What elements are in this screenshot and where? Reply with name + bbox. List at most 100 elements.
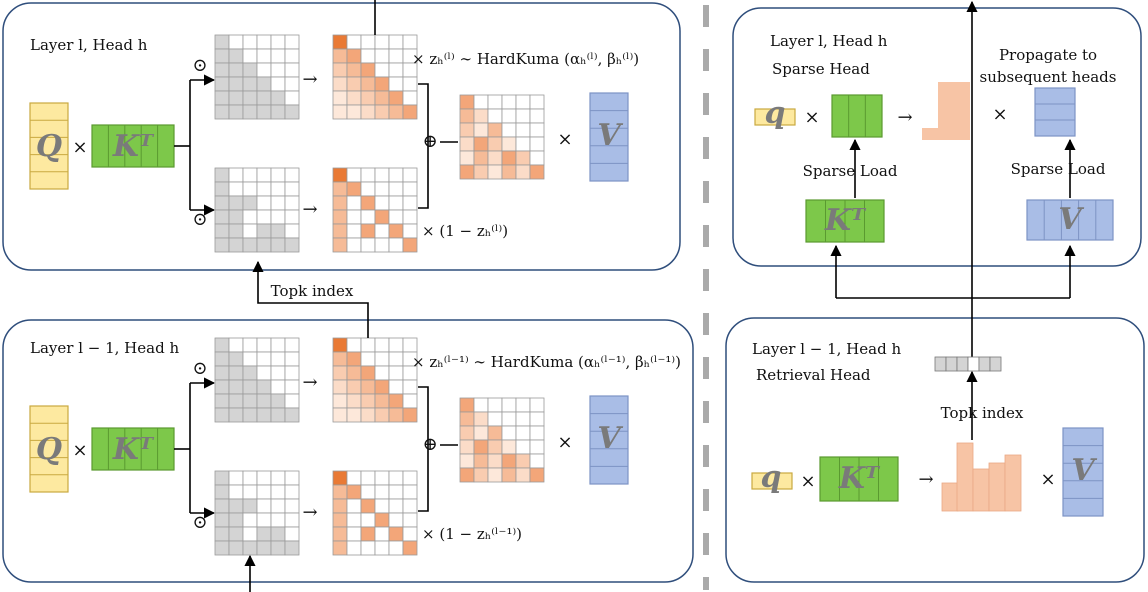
score-bar [941, 482, 959, 512]
attn-cell [402, 167, 418, 183]
attn-cell [402, 181, 418, 197]
mask-cell [270, 470, 286, 486]
mask-cell [214, 365, 230, 381]
attn-cell [388, 209, 404, 225]
attn-cell [374, 351, 390, 367]
attn-cell [332, 237, 348, 253]
operator: × [72, 137, 87, 158]
mask-cell [228, 337, 244, 353]
score-bar [956, 442, 974, 512]
mask-cell [284, 104, 300, 120]
v-matrix [1034, 87, 1076, 137]
index-cell [989, 356, 1002, 372]
attn-cell [346, 48, 362, 64]
mask-cell [228, 167, 244, 183]
mask-cell [256, 337, 272, 353]
attn-cell [402, 379, 418, 395]
mask-cell [228, 237, 244, 253]
attn-cell [501, 411, 517, 427]
attn-cell [487, 122, 503, 138]
operator: → [918, 469, 933, 490]
attn-cell [332, 526, 348, 542]
attn-cell [388, 470, 404, 486]
attn-cell [501, 122, 517, 138]
mask-cell [270, 34, 286, 50]
mask-cell [214, 407, 230, 423]
attn-cell [332, 90, 348, 106]
mask-cell [284, 540, 300, 556]
k-label: Kᵀ [112, 432, 155, 467]
operator: × [992, 104, 1007, 125]
q-label: Q [36, 129, 62, 164]
mask-cell [228, 470, 244, 486]
index-cell [956, 356, 969, 372]
mask-cell [242, 337, 258, 353]
mask-cell [228, 62, 244, 78]
mask-cell [270, 237, 286, 253]
attn-cell [515, 425, 531, 441]
attn-cell [515, 164, 531, 180]
mask-cell [242, 512, 258, 528]
mask-cell [214, 526, 230, 542]
attn-cell [360, 104, 376, 120]
mask-cell [242, 223, 258, 239]
attn-cell [388, 512, 404, 528]
gate-formula: × (1 − zₕ⁽ˡ⁾) [422, 222, 508, 240]
mask-cell [270, 498, 286, 514]
attn-cell [402, 498, 418, 514]
attn-cell [515, 397, 531, 413]
mask-cell [228, 540, 244, 556]
attn-cell [473, 164, 489, 180]
attn-cell [487, 150, 503, 166]
attn-cell [515, 439, 531, 455]
attn-cell [388, 540, 404, 556]
attn-cell [487, 94, 503, 110]
attn-cell [473, 94, 489, 110]
attn-cell [501, 439, 517, 455]
mask-cell [270, 48, 286, 64]
mask-cell [214, 90, 230, 106]
mask-cell [284, 181, 300, 197]
mask-cell [242, 365, 258, 381]
v-label: V [597, 118, 623, 153]
attn-cell [332, 167, 348, 183]
operator: ⊙ [192, 209, 207, 230]
attn-cell [473, 397, 489, 413]
attn-cell [346, 470, 362, 486]
operator: → [302, 502, 317, 523]
attn-cell [332, 195, 348, 211]
attn-cell [501, 453, 517, 469]
attn-cell [388, 223, 404, 239]
mask-cell [256, 393, 272, 409]
k-matrix [91, 124, 175, 168]
attn-cell [388, 393, 404, 409]
attn-cell [332, 365, 348, 381]
mask-cell [270, 351, 286, 367]
attn-cell [501, 467, 517, 483]
mask-cell [256, 351, 272, 367]
attn-cell [374, 365, 390, 381]
mask-cell [284, 407, 300, 423]
mask-cell [214, 223, 230, 239]
mask-cell [270, 167, 286, 183]
connector [418, 83, 429, 209]
attn-cell [360, 498, 376, 514]
connector [418, 386, 429, 512]
mask-cell [270, 181, 286, 197]
attn-cell [459, 150, 475, 166]
attn-cell [346, 498, 362, 514]
mask-cell [214, 48, 230, 64]
attn-cell [332, 351, 348, 367]
attn-cell [388, 104, 404, 120]
topk-label: Topk index [271, 282, 354, 300]
attn-cell [501, 108, 517, 124]
attn-cell [459, 122, 475, 138]
attn-cell [346, 365, 362, 381]
operator: ⊙ [192, 358, 207, 379]
mask-cell [270, 195, 286, 211]
operator: × [800, 471, 815, 492]
q-matrix [29, 405, 69, 493]
score-bar [922, 128, 938, 140]
attn-cell [487, 439, 503, 455]
mask-cell [256, 498, 272, 514]
